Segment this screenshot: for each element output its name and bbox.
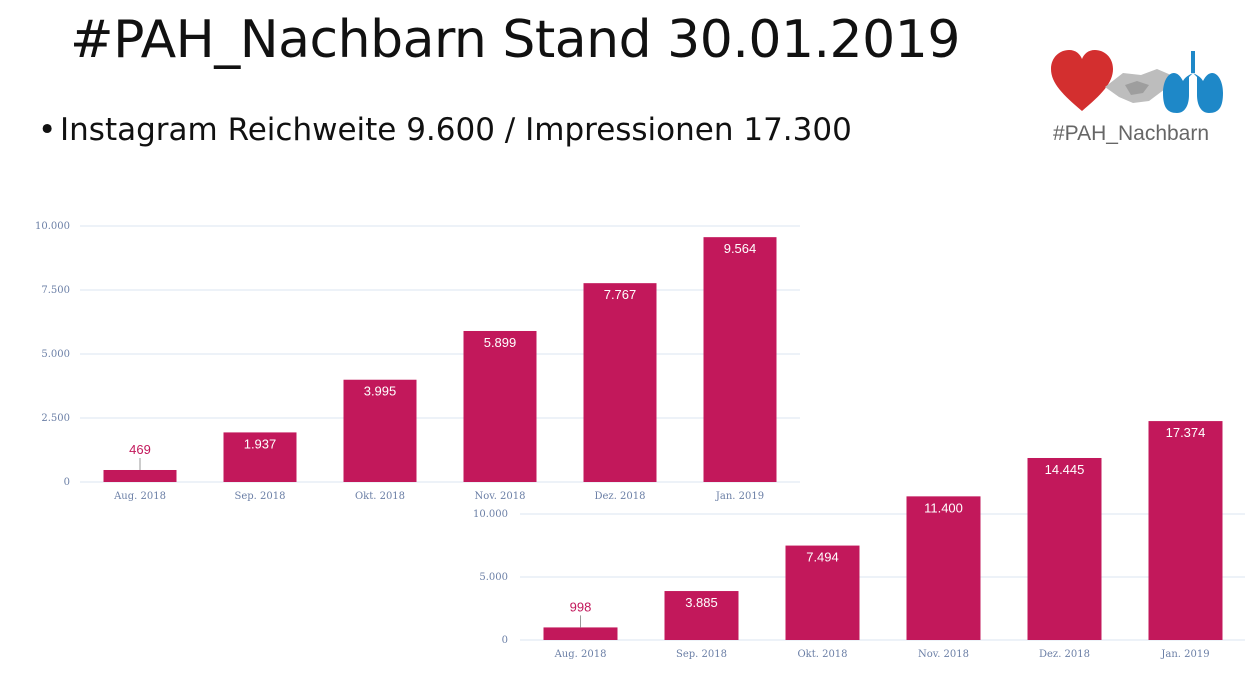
- chart1-data-label: 7.494: [806, 550, 839, 565]
- chart1-bar: [785, 545, 860, 640]
- chart1-bar: [1148, 421, 1223, 640]
- chart0-x-tick-label: Dez. 2018: [594, 491, 645, 502]
- chart0-data-label: 9.564: [724, 241, 757, 256]
- bullet-text: Instagram Reichweite 9.600 / Impressione…: [60, 112, 852, 148]
- bullet-marker: •: [38, 112, 57, 148]
- chart0-x-tick-label: Sep. 2018: [235, 491, 286, 502]
- chart1-x-tick-label: Jan. 2019: [1160, 649, 1209, 660]
- chart0-y-tick-label: 2.500: [41, 413, 70, 424]
- page-title: #PAH_Nachbarn Stand 30.01.2019: [70, 10, 960, 70]
- chart1-y-tick-label: 0: [502, 635, 508, 646]
- chart0-bar: [463, 330, 537, 482]
- chart0-x-tick-label: Nov. 2018: [474, 491, 525, 502]
- chart0-y-tick-label: 5.000: [41, 349, 70, 360]
- logo: [1051, 50, 1223, 113]
- chart1-x-tick-label: Okt. 2018: [797, 649, 847, 660]
- bullet-item: • Instagram Reichweite 9.600 / Impression…: [38, 112, 852, 148]
- chart1-bar: [906, 496, 981, 640]
- chart0-data-label: 3.995: [364, 384, 397, 399]
- chart1-bar: [1027, 457, 1102, 640]
- chart1-data-label: 11.400: [924, 500, 963, 515]
- chart1-data-label: 998: [570, 599, 592, 614]
- chart0-bar: [223, 432, 297, 482]
- chart1-y-tick-label: 10.000: [473, 509, 508, 520]
- chart1-x-tick-label: Aug. 2018: [554, 649, 607, 660]
- chart0-y-tick-label: 0: [64, 477, 70, 488]
- handshake-icon: [1105, 69, 1171, 103]
- chart1-x-tick-label: Sep. 2018: [676, 649, 727, 660]
- chart1-data-label: 3.885: [685, 595, 718, 610]
- chart1-data-label: 14.445: [1045, 462, 1085, 477]
- chart0-y-tick-label: 7.500: [41, 285, 70, 296]
- chart1-bar: [664, 591, 739, 640]
- chart0-bar: [583, 283, 657, 482]
- chart1-data-label: 17.374: [1166, 425, 1206, 440]
- chart1-y-tick-label: 5.000: [479, 572, 508, 583]
- heart-icon: [1051, 50, 1113, 111]
- chart0-bar: [103, 469, 177, 482]
- chart1-bar: [543, 627, 618, 640]
- chart0-y-tick-label: 10.000: [35, 221, 70, 232]
- chart0-x-tick-label: Okt. 2018: [355, 491, 405, 502]
- chart0-data-label: 7.767: [604, 287, 637, 302]
- chart0-bar: [703, 237, 777, 482]
- lungs-icon: [1163, 51, 1223, 113]
- chart0-bar: [343, 379, 417, 482]
- logo-text: #PAH_Nachbarn: [1053, 122, 1210, 145]
- chart0-data-label: 5.899: [484, 335, 517, 350]
- chart0-x-tick-label: Jan. 2019: [715, 491, 764, 502]
- chart0-data-label: 1.937: [244, 436, 277, 451]
- reach-bar-chart: 0 2.500 5.000 7.500 10.000 469 Aug. 2018 1.937 S…: [35, 221, 800, 502]
- impressions-bar-chart: 0 5.000 10.000 998 Aug. 2018 3.885 Sep. 2018 7.…: [473, 421, 1245, 660]
- chart1-x-tick-label: Nov. 2018: [918, 649, 969, 660]
- chart1-x-tick-label: Dez. 2018: [1039, 649, 1090, 660]
- chart0-data-label: 469: [129, 442, 151, 457]
- chart0-x-tick-label: Aug. 2018: [113, 491, 166, 502]
